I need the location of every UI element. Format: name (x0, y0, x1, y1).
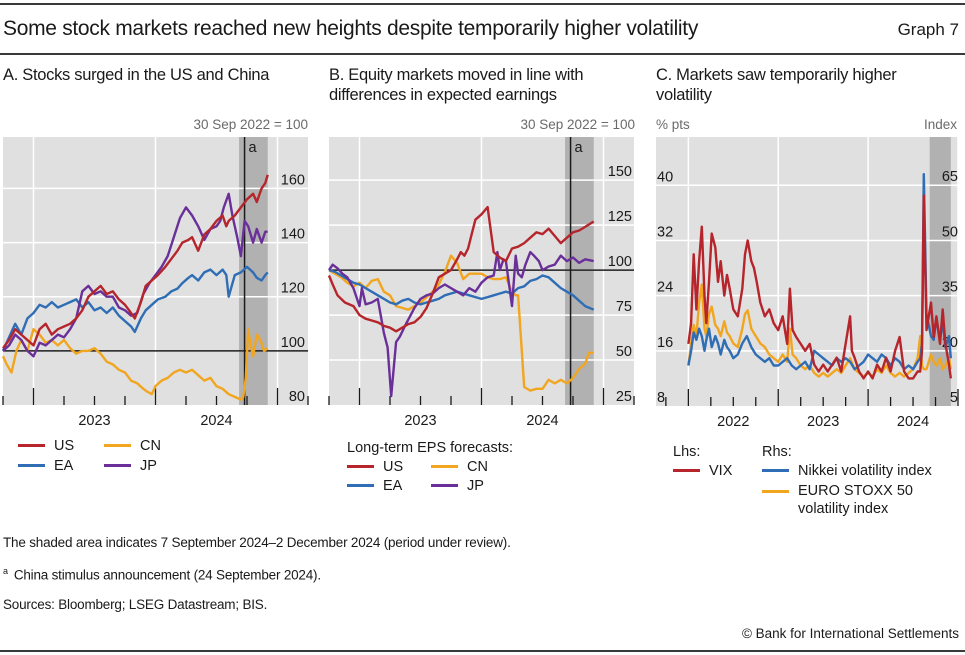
series-line-ea (1, 265, 269, 352)
series-line-nikkei-volatility-index (687, 172, 952, 371)
legend-swatch-ea (347, 483, 374, 487)
legend-label: EA (383, 478, 403, 494)
x-tick-label: 2023 (404, 413, 436, 429)
legend-item-ea: EA (18, 458, 73, 474)
y-tick-label-left: 16 (657, 335, 673, 351)
legend-label: EURO STOXX 50 volatility index (798, 483, 913, 517)
shaded-area-note: The shaded area indicates 7 September 20… (3, 535, 511, 550)
legend-swatch-eurostoxx (762, 490, 789, 493)
y-tick-label-right: 35 (942, 280, 958, 296)
legend-swatch-nikkei (762, 468, 789, 472)
series-line-cn (1, 328, 269, 401)
legend-item-cn: CN (431, 459, 488, 475)
title-rule (0, 53, 965, 55)
legend-lhs-title: Lhs: (673, 444, 701, 460)
y-tick-label: 80 (289, 389, 305, 405)
y-tick-label: 100 (608, 254, 632, 270)
y-tick-label: 140 (281, 227, 305, 243)
legend-swatch-us (347, 464, 374, 468)
y-tick-label: 75 (616, 299, 632, 315)
panel-a-unit: 30 Sep 2022 = 100 (193, 117, 308, 132)
y-tick-label-left: 32 (657, 224, 673, 240)
legend-item-vix: VIX (673, 463, 732, 479)
series-line-jp (328, 250, 594, 398)
legend-label: JP (467, 478, 484, 494)
panel-c-unit-right: Index (923, 117, 957, 132)
series-line-euro-stoxx-50-volatility-index (687, 283, 952, 378)
legend-item-nikkei: Nikkei volatility index (762, 463, 932, 479)
y-tick-label-right: 5 (950, 390, 958, 406)
y-tick-label: 150 (608, 164, 632, 180)
y-tick-label: 100 (281, 335, 305, 351)
y-tick-label-left: 24 (657, 280, 673, 296)
y-tick-label: 50 (616, 344, 632, 360)
x-tick-label: 2024 (897, 414, 929, 430)
legend-label: US (54, 438, 75, 454)
footnote-a-text: China stimulus announcement (24 Septembe… (13, 567, 321, 583)
legend-item-cn: CN (104, 438, 161, 454)
series-line-us (2, 174, 269, 349)
y-tick-label: 160 (281, 172, 305, 188)
y-tick-label-right: 65 (942, 169, 958, 185)
legend-swatch-jp (104, 463, 131, 467)
footnote-a: a China stimulus announcement (24 Septemb… (3, 566, 321, 583)
graph-number: Graph 7 (897, 20, 959, 39)
legend-label: US (383, 459, 404, 475)
legend-item-eurostoxx: EURO STOXX 50 volatility index (762, 482, 922, 518)
panel-c-unit-left: % pts (656, 117, 690, 132)
sources-note: Sources: Bloomberg; LSEG Datastream; BIS… (3, 597, 268, 612)
panel-c-title: C. Markets saw temporarily higher volati… (656, 66, 897, 104)
panel-b-title: B. Equity markets moved in line with dif… (329, 66, 584, 104)
legend-label: CN (467, 459, 488, 475)
event-label: a (249, 140, 258, 156)
legend-swatch-vix (673, 468, 700, 472)
footnote-marker: a (3, 566, 8, 576)
legend-item-us: US (347, 459, 403, 475)
x-tick-label: 2023 (807, 414, 839, 430)
legend-swatch-ea (18, 463, 45, 467)
y-tick-label: 125 (608, 209, 632, 225)
legend-swatch-cn (104, 443, 131, 447)
bottom-rule (0, 650, 965, 652)
plot-background (656, 137, 958, 406)
legend-swatch-jp (431, 483, 458, 487)
x-tick-label: 2024 (526, 413, 558, 429)
legend-item-jp: JP (104, 458, 157, 474)
series-line-vix (687, 194, 952, 380)
y-tick-label-left: 40 (657, 169, 673, 185)
legend-item-us: US (18, 438, 74, 454)
legend-title: Long-term EPS forecasts: (347, 440, 514, 456)
event-label: a (575, 140, 584, 156)
y-tick-label: 120 (281, 281, 305, 297)
x-tick-label: 2022 (717, 414, 749, 430)
y-tick-label-right: 50 (942, 224, 958, 240)
legend-swatch-us (18, 443, 45, 447)
legend-label: JP (140, 458, 157, 474)
legend-item-ea: EA (347, 478, 402, 494)
legend-label: EA (54, 458, 74, 474)
panel-b-unit: 30 Sep 2022 = 100 (520, 117, 635, 132)
y-tick-label: 25 (616, 389, 632, 405)
x-tick-label: 2023 (78, 413, 110, 429)
copyright: © Bank for International Settlements (741, 626, 959, 641)
legend-label: VIX (709, 463, 733, 479)
series-line-us (327, 205, 595, 333)
y-tick-label-left: 8 (657, 390, 665, 406)
panel-a-title: A. Stocks surged in the US and China (3, 66, 270, 84)
legend-item-jp: JP (431, 478, 484, 494)
x-tick-label: 2024 (200, 413, 232, 429)
top-rule (0, 3, 965, 5)
legend-rhs-title: Rhs: (762, 444, 792, 460)
legend-label: Nikkei volatility index (798, 463, 932, 479)
legend-swatch-cn (431, 464, 458, 468)
figure-title: Some stock markets reached new heights d… (3, 17, 699, 40)
legend-label: CN (140, 438, 161, 454)
series-line-cn (328, 254, 594, 392)
